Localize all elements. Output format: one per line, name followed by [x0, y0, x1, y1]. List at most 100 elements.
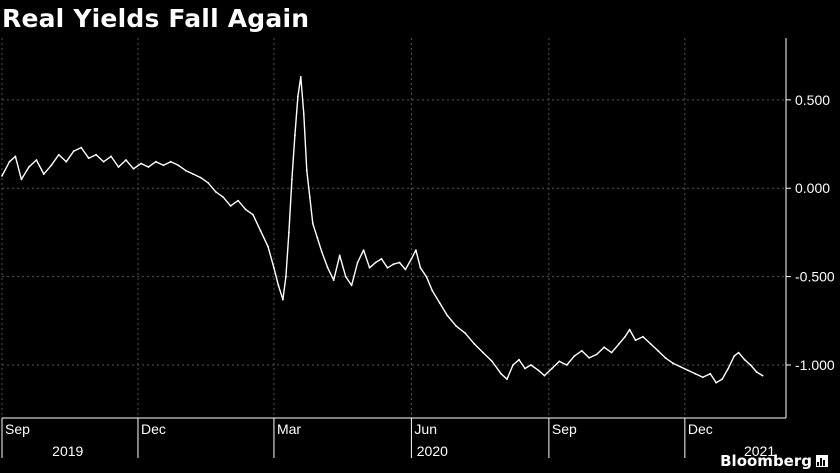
data-point — [184, 169, 187, 172]
data-point — [438, 302, 441, 304]
data-point — [288, 231, 290, 234]
data-point — [431, 289, 434, 292]
data-point — [222, 196, 225, 199]
data-point — [87, 157, 90, 160]
data-point — [694, 372, 697, 375]
data-point — [199, 176, 202, 179]
data-point — [573, 355, 576, 357]
axes — [1, 38, 791, 458]
data-point — [415, 249, 417, 252]
data-point — [326, 266, 329, 269]
data-point — [603, 346, 606, 349]
data-point — [294, 134, 296, 137]
x-tick-label: Jun — [414, 421, 437, 437]
data-point — [102, 160, 105, 163]
year-label: 2019 — [52, 443, 83, 459]
data-point — [72, 150, 75, 153]
data-point — [177, 164, 180, 167]
y-tick-label: 0.500 — [795, 92, 830, 108]
data-point — [610, 351, 613, 354]
data-point — [285, 275, 287, 278]
data-point — [356, 261, 359, 264]
data-point — [252, 213, 254, 216]
data-point — [628, 328, 631, 331]
data-point — [727, 367, 730, 370]
data-point — [737, 351, 740, 354]
data-point — [404, 268, 407, 271]
brand-name: Bloomberg — [720, 452, 812, 470]
data-point — [634, 339, 637, 342]
data-point — [701, 376, 704, 379]
data-point — [446, 314, 449, 317]
data-point — [642, 335, 644, 338]
data-point — [664, 357, 667, 359]
data-point — [595, 353, 598, 356]
data-point — [709, 372, 712, 375]
data-point — [657, 349, 659, 352]
data-point — [743, 358, 746, 361]
bar-chart-icon — [816, 455, 828, 467]
y-tick-label: -1.000 — [795, 357, 835, 373]
data-point — [551, 367, 553, 370]
data-point — [125, 159, 127, 161]
data-point — [65, 160, 68, 163]
data-point — [308, 196, 311, 199]
data-point — [50, 164, 53, 167]
data-point — [273, 266, 275, 269]
data-point — [297, 95, 299, 98]
data-point — [207, 182, 210, 184]
data-point — [117, 166, 120, 168]
data-point — [162, 164, 165, 167]
data-point — [410, 258, 413, 260]
data-point — [419, 266, 422, 269]
data-point — [338, 254, 341, 257]
data-point — [649, 342, 652, 345]
data-point — [277, 284, 280, 287]
x-tick-label: Sep — [552, 421, 577, 437]
data-point — [291, 178, 293, 181]
data-point — [398, 261, 401, 264]
data-point — [715, 381, 718, 384]
data-point — [147, 166, 150, 168]
data-point — [214, 190, 217, 193]
data-point — [8, 160, 11, 163]
data-point — [512, 364, 514, 366]
data-point — [524, 367, 526, 370]
data-point — [558, 360, 561, 363]
data-point — [35, 159, 38, 161]
x-tick-label: Dec — [688, 421, 713, 437]
data-point — [618, 342, 620, 345]
bloomberg-logo: Bloomberg — [720, 452, 828, 470]
data-point — [28, 166, 30, 168]
data-point — [344, 275, 347, 278]
data-point — [482, 351, 484, 354]
data-point — [350, 284, 353, 287]
data-point — [282, 298, 284, 301]
data-point — [299, 76, 302, 78]
data-point — [368, 266, 371, 269]
data-point — [565, 364, 568, 366]
data-point — [624, 335, 626, 338]
data-point — [455, 325, 458, 327]
data-point — [237, 199, 240, 202]
data-point — [316, 236, 319, 239]
data-point — [259, 229, 262, 232]
data-point — [392, 263, 395, 266]
year-label: 2020 — [417, 443, 448, 459]
data-point — [464, 332, 467, 335]
data-point — [588, 357, 591, 359]
y-tick-label: 0.000 — [795, 180, 830, 196]
data-point — [362, 249, 365, 252]
data-point — [374, 261, 377, 264]
data-point — [537, 369, 540, 372]
data-point — [244, 208, 247, 211]
data-point — [302, 113, 305, 115]
data-point — [672, 362, 674, 365]
data-point — [425, 275, 428, 278]
data-point — [761, 374, 764, 377]
data-point — [1, 175, 3, 177]
data-point — [320, 251, 323, 253]
data-point — [491, 360, 493, 363]
data-point — [755, 371, 758, 373]
